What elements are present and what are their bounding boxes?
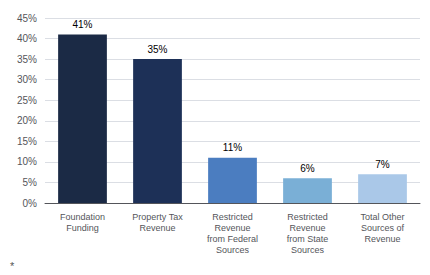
svg-text:Property Tax: Property Tax (132, 212, 183, 222)
svg-text:Revenue: Revenue (214, 223, 250, 233)
svg-text:Sources: Sources (291, 245, 325, 255)
svg-text:7%: 7% (375, 159, 390, 170)
svg-text:15%: 15% (17, 136, 37, 147)
svg-text:20%: 20% (17, 115, 37, 126)
svg-text:41%: 41% (72, 19, 92, 30)
svg-text:*: * (10, 260, 15, 272)
svg-text:Sources: Sources (216, 245, 250, 255)
svg-text:25%: 25% (17, 95, 37, 106)
svg-text:Revenue: Revenue (364, 234, 400, 244)
svg-text:from State: from State (287, 234, 329, 244)
svg-text:5%: 5% (23, 177, 38, 188)
svg-text:6%: 6% (300, 163, 315, 174)
svg-text:35%: 35% (17, 54, 37, 65)
svg-text:30%: 30% (17, 74, 37, 85)
svg-text:Restricted: Restricted (212, 212, 253, 222)
svg-text:Funding: Funding (66, 223, 99, 233)
svg-text:Foundation: Foundation (60, 212, 105, 222)
svg-text:Revenue: Revenue (289, 223, 325, 233)
svg-text:Sources of: Sources of (361, 223, 405, 233)
svg-text:10%: 10% (17, 156, 37, 167)
svg-text:45%: 45% (17, 13, 37, 24)
svg-text:11%: 11% (223, 142, 242, 153)
svg-text:Revenue: Revenue (139, 223, 175, 233)
svg-text:Total Other: Total Other (360, 212, 404, 222)
svg-text:35%: 35% (147, 44, 167, 55)
svg-text:0%: 0% (23, 198, 38, 209)
svg-text:from Federal: from Federal (207, 234, 258, 244)
svg-text:Restricted: Restricted (287, 212, 328, 222)
svg-text:40%: 40% (17, 33, 37, 44)
